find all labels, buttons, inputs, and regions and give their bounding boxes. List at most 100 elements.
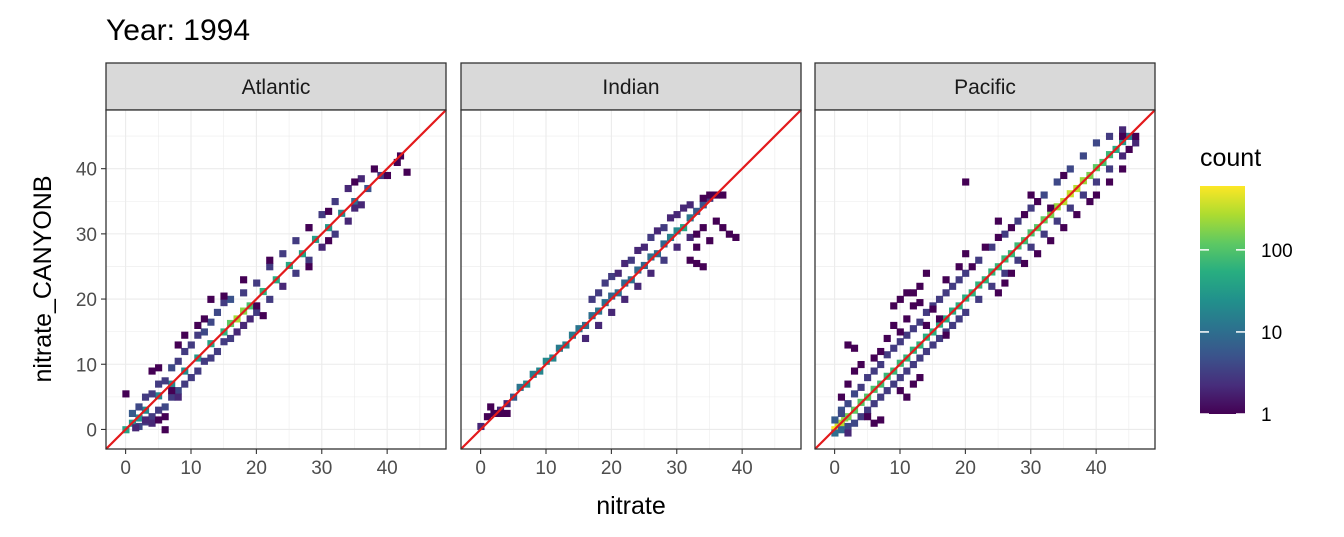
bin-cell	[929, 305, 937, 313]
bin-cell	[1086, 198, 1094, 206]
bin-cell	[233, 328, 241, 336]
identity-line	[460, 109, 802, 450]
bin-cell	[266, 295, 274, 303]
bin-cell	[266, 263, 274, 271]
bin-cell	[870, 400, 878, 408]
bin-cell	[686, 214, 694, 222]
bin-cell	[207, 318, 215, 326]
bin-cell	[344, 217, 352, 225]
legend-tick-label: 1	[1261, 405, 1272, 426]
bin-cell	[555, 344, 563, 352]
bin-cell	[903, 289, 911, 297]
bin-cell	[850, 367, 859, 375]
x-tick-label: 0	[829, 458, 840, 479]
bin-cell	[601, 299, 609, 307]
bin-cell	[194, 331, 202, 339]
x-tick-label: 40	[1086, 458, 1107, 479]
bin-cell	[1119, 152, 1127, 160]
bin-cell	[168, 387, 176, 395]
bin-cell	[168, 364, 176, 372]
bin-cell	[1079, 152, 1087, 160]
bin-cell	[608, 292, 616, 300]
bin-cell	[955, 276, 963, 284]
bin-cell	[1105, 178, 1114, 186]
panel-indian: Indian 0 10 20 30 40	[460, 62, 802, 479]
bin-cell	[896, 387, 904, 395]
bin-cell	[155, 406, 163, 414]
bin-cell	[220, 292, 228, 300]
bin-cell	[837, 409, 846, 417]
bin-cell	[621, 259, 629, 268]
bin-cell	[693, 207, 701, 215]
bin-cell	[1092, 139, 1101, 147]
bin-cell	[850, 419, 859, 427]
bin-cell	[896, 374, 904, 382]
bin-cell	[647, 253, 655, 261]
bin-cell	[207, 354, 215, 362]
bin-cell	[988, 243, 996, 251]
bin-cell	[253, 308, 261, 316]
x-tick-label: 20	[601, 458, 622, 479]
bin-cell	[955, 315, 963, 323]
strip-background	[814, 62, 1156, 111]
bin-cell	[686, 201, 694, 209]
bin-cell	[344, 184, 352, 193]
bin-cell	[1027, 204, 1035, 212]
bin-cell	[393, 158, 401, 167]
bin-cell	[844, 400, 852, 408]
bin-cell	[266, 256, 274, 264]
bin-cell	[1119, 132, 1127, 140]
bin-cell	[161, 403, 169, 411]
bin-cell	[240, 276, 248, 284]
bin-cell	[621, 295, 629, 303]
bin-cell	[922, 321, 931, 329]
bin-cell	[732, 233, 740, 241]
facet-panels: Atlantic 0 10 20 30 40 0 10 20 30 40 Indian 0 10 20 30 4…	[76, 62, 1156, 479]
bin-cell	[1047, 204, 1055, 212]
bin-cell	[890, 380, 898, 388]
bin-cell	[246, 315, 254, 323]
identity-line	[814, 109, 1156, 450]
bin-cell	[477, 422, 485, 431]
bin-cell	[483, 413, 492, 421]
strip-label: Indian	[602, 76, 659, 99]
plot-title: Year: 1994	[106, 14, 250, 47]
bin-cell	[174, 357, 182, 365]
x-tick-label: 40	[377, 458, 398, 479]
bin-cell	[161, 426, 169, 434]
bin-cell	[916, 374, 924, 382]
panel-border	[105, 109, 447, 450]
bin-cell	[1066, 204, 1074, 212]
bin-cell	[292, 237, 300, 245]
bin-cell	[279, 282, 287, 290]
bin-cell	[660, 256, 668, 264]
bin-cell	[725, 230, 733, 238]
x-tick-label: 0	[475, 458, 486, 479]
y-tick-label: 40	[76, 160, 97, 181]
bin-cell	[240, 289, 248, 297]
bin-cell	[141, 393, 150, 401]
bin-cell	[155, 380, 163, 388]
bin-cell	[975, 256, 983, 264]
bin-cell	[581, 334, 590, 343]
bin-cell	[1034, 198, 1042, 206]
bin-cell	[640, 243, 648, 251]
bin-cell	[1040, 191, 1048, 199]
bin-cell	[981, 243, 989, 251]
bin-cell	[686, 233, 694, 241]
bin-cell	[942, 276, 950, 284]
bin-cell	[529, 370, 537, 378]
bin-cell	[916, 318, 924, 326]
bin-cell	[240, 321, 248, 329]
panel-border	[814, 109, 1156, 450]
bin-cell	[916, 282, 924, 290]
bin-cell	[909, 325, 917, 333]
bin-cell	[883, 387, 891, 395]
bin-cell	[621, 279, 629, 287]
strip-background	[460, 62, 802, 111]
bin-cell	[719, 224, 727, 232]
bin-cell	[161, 413, 169, 421]
bin-cell	[975, 295, 983, 303]
bin-cell	[864, 413, 872, 421]
bin-cell	[831, 416, 839, 424]
